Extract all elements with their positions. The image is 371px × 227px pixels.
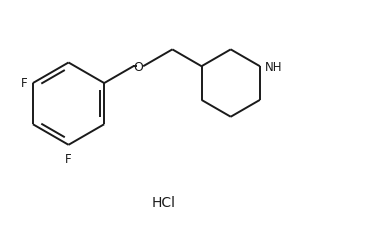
- Text: O: O: [133, 60, 143, 73]
- Text: HCl: HCl: [152, 195, 175, 209]
- Text: NH: NH: [265, 60, 282, 73]
- Text: F: F: [65, 152, 72, 165]
- Text: F: F: [21, 76, 27, 89]
